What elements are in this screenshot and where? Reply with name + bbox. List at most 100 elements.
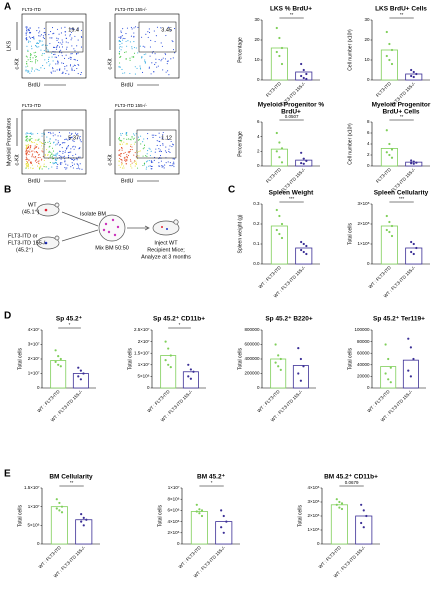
y-tick-label: 0.0 — [253, 261, 260, 266]
density-dot — [38, 168, 41, 170]
mouse-ear — [173, 219, 179, 225]
density-dot — [33, 36, 35, 38]
density-dot — [50, 71, 52, 73]
density-dot — [65, 163, 67, 165]
density-dot — [44, 155, 46, 157]
density-dot — [65, 41, 67, 43]
density-dot — [127, 40, 129, 42]
density-dot — [41, 143, 43, 145]
density-dot — [43, 163, 45, 165]
density-dot — [80, 141, 82, 143]
density-dot — [41, 54, 43, 56]
density-dot — [149, 154, 151, 157]
point — [297, 347, 300, 350]
isolate-label: Isolate BM — [80, 211, 106, 217]
density-dot — [57, 152, 59, 154]
density-dot — [74, 50, 76, 52]
point — [412, 252, 415, 256]
y-tick-label: 200000 — [244, 371, 260, 376]
density-dot — [73, 163, 75, 165]
density-dot — [68, 151, 70, 153]
point — [58, 501, 61, 505]
density-dot — [130, 160, 132, 162]
density-dot — [61, 52, 63, 54]
density-dot — [130, 164, 132, 166]
density-dot — [71, 69, 73, 71]
density-dot — [150, 160, 152, 162]
density-dot — [133, 47, 135, 49]
density-dot — [128, 152, 130, 154]
density-dot — [72, 167, 74, 169]
density-dot — [170, 58, 172, 60]
point — [360, 521, 363, 525]
point — [388, 42, 391, 46]
density-dot — [121, 46, 123, 48]
density-dot — [161, 165, 163, 167]
density-dot — [59, 50, 61, 52]
density-dot — [118, 160, 120, 163]
density-dot — [52, 70, 54, 72]
density-dot — [71, 67, 73, 69]
dish — [98, 214, 126, 242]
density-dot — [48, 65, 50, 67]
point — [278, 54, 281, 58]
density-dot — [43, 159, 45, 161]
density-dot — [77, 163, 79, 166]
density-dot — [53, 154, 55, 157]
density-dot — [70, 31, 72, 33]
bar — [190, 511, 208, 545]
y-tick-label: 4×10⁶ — [168, 519, 180, 524]
density-dot — [28, 150, 30, 152]
density-dot — [162, 143, 164, 145]
density-dot — [133, 143, 136, 145]
density-dot — [26, 38, 28, 40]
density-dot — [125, 161, 127, 163]
density-dot — [125, 51, 127, 53]
density-dot — [160, 60, 162, 62]
density-dot — [124, 51, 126, 54]
density-dot — [168, 150, 170, 153]
density-dot — [121, 35, 123, 37]
density-dot — [151, 62, 153, 64]
density-dot — [72, 164, 74, 167]
sig-label: 0.0507 — [285, 114, 299, 119]
density-dot — [76, 158, 78, 160]
density-dot — [39, 141, 41, 143]
density-dot — [52, 150, 55, 152]
mouse-ear — [54, 202, 60, 208]
point — [278, 156, 281, 159]
point — [389, 381, 392, 384]
density-dot — [64, 161, 66, 163]
density-dot — [60, 32, 62, 34]
density-dot — [50, 153, 52, 155]
density-dot — [120, 141, 122, 143]
density-dot — [171, 40, 173, 42]
density-dot — [64, 139, 66, 141]
density-dot — [39, 156, 41, 159]
y-tick-label: 2×10⁷ — [138, 339, 150, 344]
density-dot — [28, 28, 30, 30]
density-dot — [66, 70, 68, 72]
point — [278, 232, 281, 236]
density-dot — [124, 158, 126, 160]
density-dot — [165, 151, 167, 153]
density-dot — [142, 45, 144, 47]
point — [77, 366, 80, 369]
point — [412, 75, 415, 79]
point — [77, 375, 80, 378]
density-dot — [38, 35, 40, 37]
point — [300, 151, 303, 154]
density-dot — [158, 59, 160, 61]
density-dot — [25, 147, 27, 149]
point — [385, 151, 388, 154]
density-dot — [153, 134, 155, 136]
density-dot — [164, 150, 166, 152]
density-dot — [61, 72, 63, 74]
density-dot — [37, 161, 39, 163]
point — [167, 363, 170, 366]
density-dot — [34, 55, 36, 57]
density-dot — [25, 138, 27, 140]
density-dot — [172, 158, 174, 160]
inject-label: Inject WT — [154, 240, 178, 246]
density-dot — [133, 52, 136, 54]
